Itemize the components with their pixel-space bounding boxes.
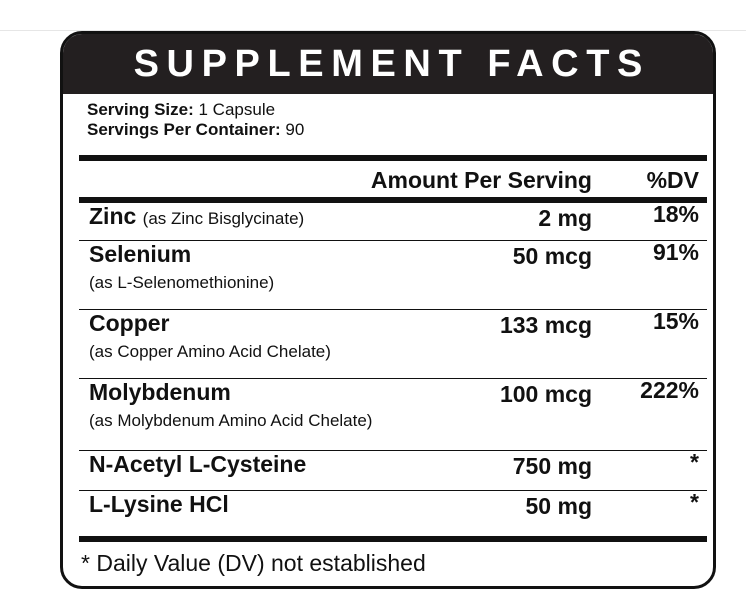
percent-dv: 222%	[640, 377, 699, 403]
name: Molybdenum	[89, 379, 231, 405]
row-divider	[79, 240, 707, 241]
source: (as Zinc Bisglycinate)	[142, 209, 305, 228]
amount: 50 mg	[525, 493, 592, 519]
name: Selenium	[89, 241, 192, 267]
label: Serving Size:	[87, 100, 194, 119]
nutrient-name: Selenium	[89, 241, 191, 268]
name: Zinc	[89, 203, 137, 229]
nutrient-name: N-Acetyl L-Cysteine	[89, 451, 306, 478]
divider	[0, 30, 746, 31]
percent-dv: 91%	[652, 239, 699, 265]
footnote: * Daily Value (DV) not established	[81, 550, 426, 576]
amount: 750 mg	[512, 453, 592, 479]
nutrient-name: Copper	[89, 310, 170, 337]
rule	[79, 197, 707, 203]
label: Servings Per Container:	[87, 120, 281, 139]
source: (as L-Selenomethionine)	[89, 273, 275, 292]
amount: 2 mg	[538, 205, 592, 231]
name: L-Lysine HCl	[89, 491, 229, 517]
row-divider	[79, 378, 707, 379]
amount: 50 mcg	[512, 243, 592, 269]
percent-dv: *	[690, 449, 699, 475]
row-divider	[79, 490, 707, 491]
source: (as Molybdenum Amino Acid Chelate)	[89, 411, 373, 430]
amount: 133 mcg	[499, 312, 592, 338]
supplement-facts-panel: SUPPLEMENT FACTS Serving Size: 1 Capsule…	[60, 31, 716, 589]
source: (as Copper Amino Acid Chelate)	[89, 342, 331, 361]
percent-dv: 18%	[652, 201, 699, 227]
rule	[79, 536, 707, 542]
nutrient-name: Zinc (as Zinc Bisglycinate)	[89, 203, 304, 230]
rule	[79, 155, 707, 161]
name: N-Acetyl L-Cysteine	[89, 451, 307, 477]
name: Copper	[89, 310, 170, 336]
title: SUPPLEMENT FACTS	[63, 34, 713, 94]
percent-dv: 15%	[652, 308, 699, 334]
nutrient-name: Molybdenum	[89, 379, 231, 406]
value: 90	[285, 120, 305, 139]
amount: 100 mcg	[499, 381, 592, 407]
servings-per-container: Servings Per Container: 90	[87, 120, 304, 140]
column-header: Amount Per Serving	[370, 167, 592, 193]
row-divider	[79, 450, 707, 451]
nutrient-name: L-Lysine HCl	[89, 491, 229, 518]
column-header: %DV	[646, 167, 699, 193]
value: 1 Capsule	[198, 100, 276, 119]
percent-dv: *	[690, 489, 699, 515]
serving-size: Serving Size: 1 Capsule	[87, 100, 275, 120]
row-divider	[79, 309, 707, 310]
